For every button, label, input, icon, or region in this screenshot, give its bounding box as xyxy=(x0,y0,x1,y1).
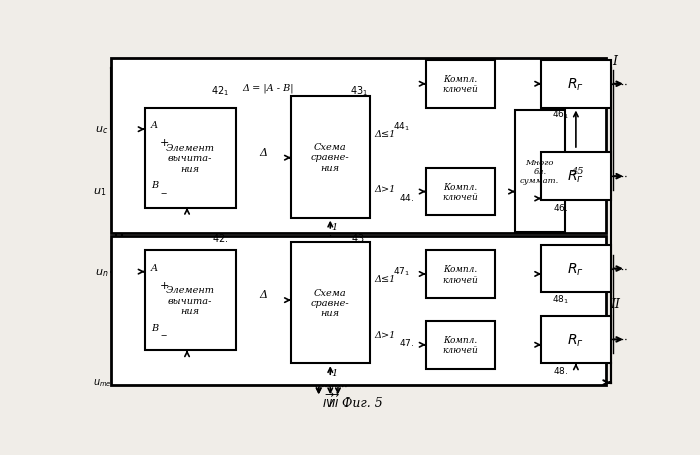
Text: Схема
сравне-
ния: Схема сравне- ния xyxy=(311,143,349,172)
Text: $48.$: $48.$ xyxy=(553,364,568,375)
Text: Компл.
ключей: Компл. ключей xyxy=(442,75,478,94)
Bar xyxy=(145,251,236,350)
Text: $\overrightarrow{IV}$: $\overrightarrow{IV}$ xyxy=(322,391,335,410)
Text: $R_г$: $R_г$ xyxy=(568,261,584,277)
Text: Компл.
ключей: Компл. ключей xyxy=(442,182,478,202)
Text: Много
бл.
суммат.: Много бл. суммат. xyxy=(520,158,559,185)
Text: Δ≤1: Δ≤1 xyxy=(374,274,395,283)
Text: 45: 45 xyxy=(571,167,584,176)
Text: –: – xyxy=(160,329,167,342)
Text: $R_г$: $R_г$ xyxy=(568,76,584,93)
Bar xyxy=(291,97,370,218)
Text: Схема
сравне-
ния: Схема сравне- ния xyxy=(311,288,349,318)
Text: $43_1$: $43_1$ xyxy=(350,84,368,97)
Text: $u_1$: $u_1$ xyxy=(93,186,106,197)
Bar xyxy=(515,111,565,232)
Text: Δ: Δ xyxy=(259,147,267,157)
Text: $\overrightarrow{III}$: $\overrightarrow{III}$ xyxy=(328,391,340,410)
Text: $44_1$: $44_1$ xyxy=(393,120,410,132)
Text: $46.$: $46.$ xyxy=(553,201,568,212)
Text: A: A xyxy=(151,263,158,272)
Text: $47.$: $47.$ xyxy=(399,336,414,348)
Bar xyxy=(541,61,610,108)
Text: $u_c$: $u_c$ xyxy=(95,124,108,136)
Text: $42_1$: $42_1$ xyxy=(211,84,229,97)
Text: $43.$: $43.$ xyxy=(351,232,367,243)
Text: 1: 1 xyxy=(332,368,338,377)
Text: $46_1$: $46_1$ xyxy=(552,108,569,121)
Text: Элемент
вычита-
ния: Элемент вычита- ния xyxy=(166,143,215,173)
Bar xyxy=(291,242,370,364)
Text: I: I xyxy=(612,55,617,68)
Text: Δ>1: Δ>1 xyxy=(374,330,395,339)
Bar xyxy=(426,321,495,369)
Bar xyxy=(541,153,610,201)
Text: Фиг. 5: Фиг. 5 xyxy=(342,396,383,409)
Text: Элемент
вычита-
ния: Элемент вычита- ния xyxy=(166,286,215,315)
Text: $42.$: $42.$ xyxy=(212,232,228,243)
Bar xyxy=(426,61,495,108)
Text: $u_{me}$: $u_{me}$ xyxy=(93,377,112,389)
Text: Δ≤1: Δ≤1 xyxy=(374,129,395,138)
Text: Δ: Δ xyxy=(259,289,267,299)
Bar xyxy=(426,168,495,216)
Text: Δ = |A - B|: Δ = |A - B| xyxy=(242,83,293,92)
Text: $44.$: $44.$ xyxy=(399,191,414,202)
Text: A: A xyxy=(151,121,158,130)
Text: +: + xyxy=(160,280,169,290)
Text: +: + xyxy=(160,138,169,148)
Text: $u_n$: $u_n$ xyxy=(95,266,109,278)
Text: $R_г$: $R_г$ xyxy=(568,169,584,185)
Text: Δ>1: Δ>1 xyxy=(374,185,395,193)
Text: $47_1$: $47_1$ xyxy=(393,265,410,278)
Bar xyxy=(145,108,236,208)
Text: 1: 1 xyxy=(332,222,338,231)
Text: –: – xyxy=(160,187,167,199)
Bar xyxy=(426,251,495,298)
Text: B: B xyxy=(151,181,158,190)
Bar xyxy=(111,237,606,385)
Text: $48_1$: $48_1$ xyxy=(552,293,569,305)
Text: $R_г$: $R_г$ xyxy=(568,331,584,348)
Text: Компл.
ключей: Компл. ключей xyxy=(442,265,478,284)
Text: B: B xyxy=(151,323,158,332)
Bar xyxy=(541,316,610,364)
Bar xyxy=(541,245,610,293)
Text: Компл.
ключей: Компл. ключей xyxy=(442,335,478,355)
Text: II: II xyxy=(610,297,620,310)
Bar xyxy=(111,58,606,233)
